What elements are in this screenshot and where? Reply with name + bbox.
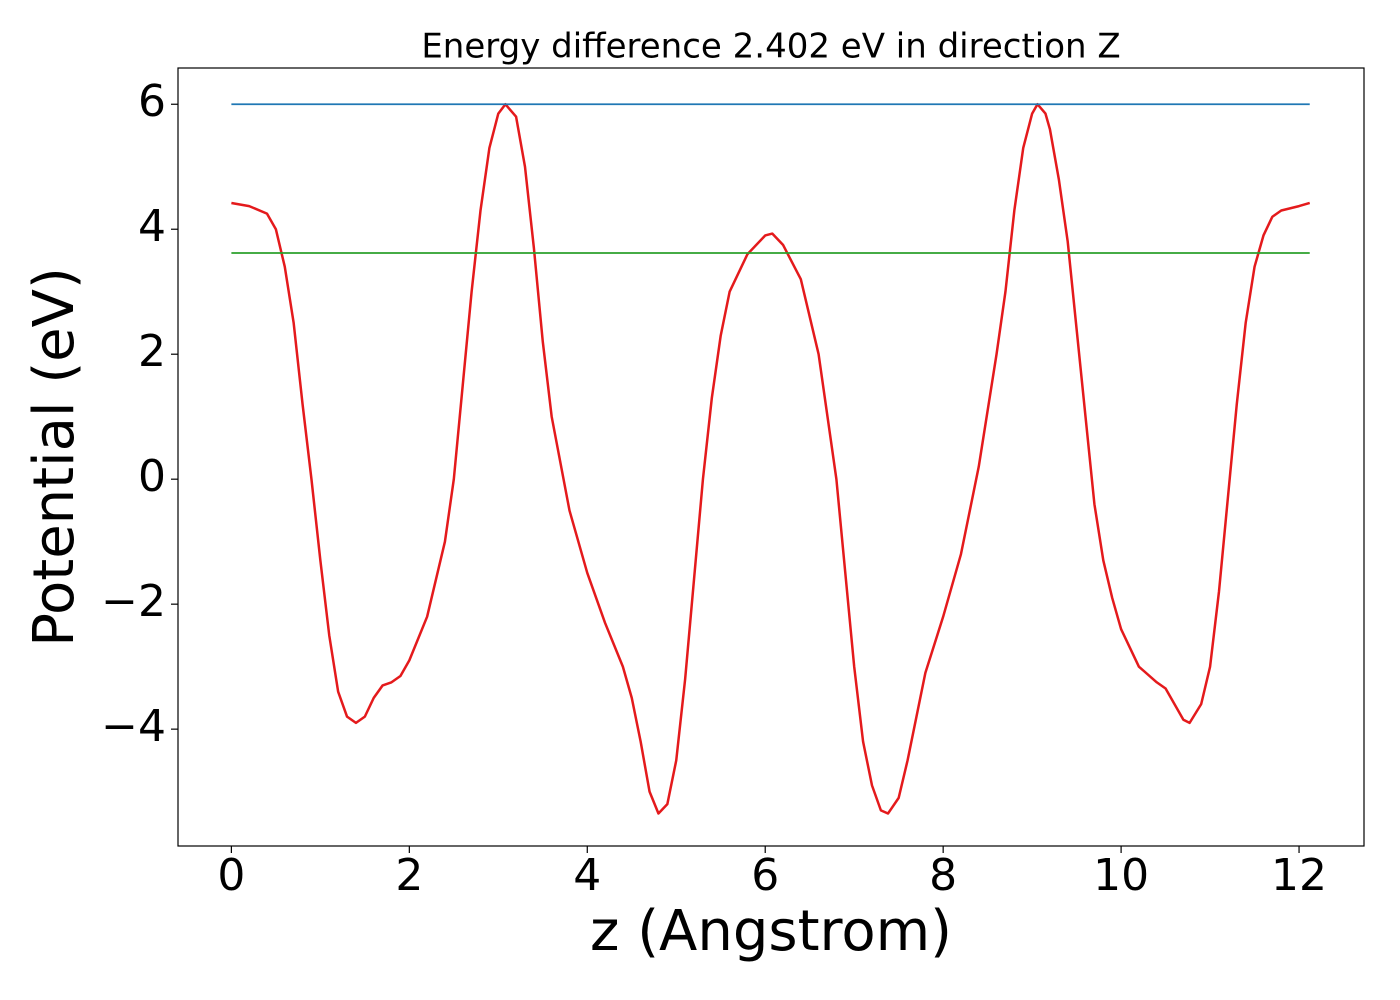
x-tick-label: 6 <box>751 850 779 901</box>
chart-title: Energy difference 2.402 eV in direction … <box>421 27 1120 67</box>
x-tick-label: 8 <box>929 850 957 901</box>
y-tick-label: 0 <box>138 451 166 502</box>
x-tick-label: 2 <box>395 850 423 901</box>
y-axis-label: Potential (eV) <box>22 267 87 647</box>
series-line <box>231 102 1311 815</box>
x-tick-label: 4 <box>573 850 601 901</box>
plot-frame <box>177 67 1365 847</box>
y-tick-label: −4 <box>101 701 166 752</box>
y-tick-label: −2 <box>101 576 166 627</box>
x-tick-label: 10 <box>1093 850 1149 901</box>
x-tick-label: 0 <box>217 850 245 901</box>
x-tick-label: 12 <box>1271 850 1327 901</box>
y-tick-label: 2 <box>138 326 166 377</box>
y-tick-label: 6 <box>138 76 166 127</box>
y-tick-label: 4 <box>138 201 166 252</box>
x-axis-label: z (Angstrom) <box>590 899 952 964</box>
